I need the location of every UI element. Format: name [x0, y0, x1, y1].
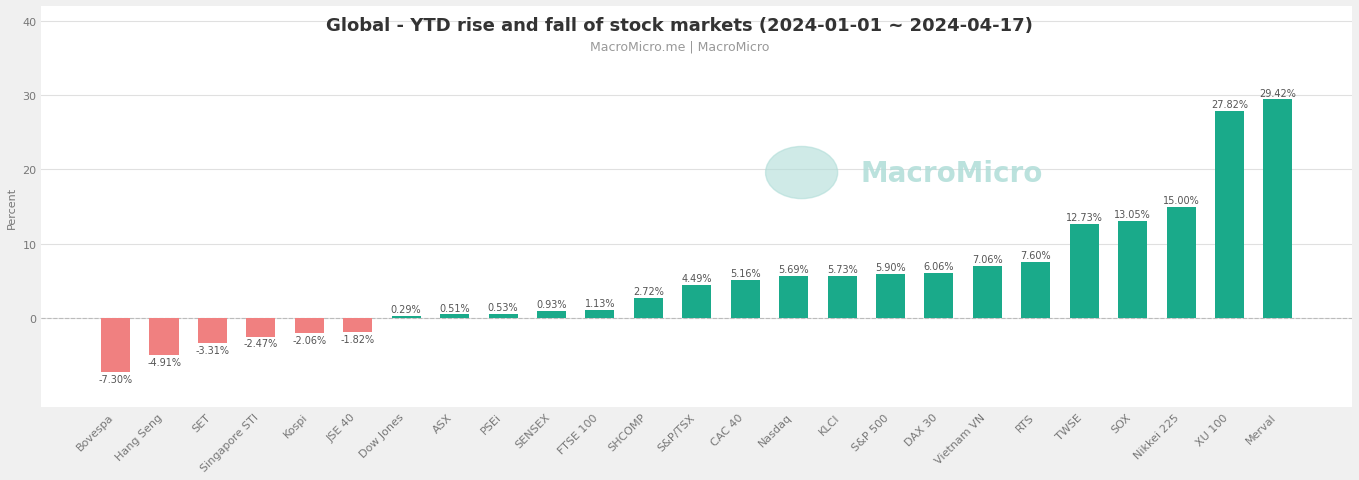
Bar	[1215, 112, 1243, 319]
Bar	[101, 319, 130, 372]
Bar	[149, 319, 178, 355]
Bar	[440, 315, 469, 319]
Bar	[682, 285, 711, 319]
Text: 5.16%: 5.16%	[730, 268, 761, 278]
Bar	[1166, 207, 1196, 319]
Bar	[1118, 222, 1147, 319]
Bar	[877, 275, 905, 319]
Text: 5.69%: 5.69%	[779, 264, 809, 275]
Bar	[488, 314, 518, 319]
Bar	[779, 276, 809, 319]
Text: 5.73%: 5.73%	[826, 264, 858, 274]
Bar	[1070, 224, 1099, 319]
Text: -1.82%: -1.82%	[341, 334, 375, 344]
Bar	[1264, 100, 1292, 319]
Text: 29.42%: 29.42%	[1260, 88, 1296, 98]
Bar	[924, 274, 954, 319]
Bar	[1021, 262, 1051, 319]
Bar	[246, 319, 276, 337]
Text: Global - YTD rise and fall of stock markets (2024-01-01 ~ 2024-04-17): Global - YTD rise and fall of stock mark…	[326, 17, 1033, 35]
Text: -2.06%: -2.06%	[292, 336, 326, 346]
Ellipse shape	[765, 147, 837, 199]
Bar	[633, 299, 663, 319]
Text: 2.72%: 2.72%	[633, 287, 663, 297]
Text: -2.47%: -2.47%	[243, 339, 279, 348]
Text: -3.31%: -3.31%	[196, 345, 230, 355]
Text: 5.90%: 5.90%	[875, 263, 906, 273]
Bar	[731, 280, 760, 319]
Text: 6.06%: 6.06%	[924, 262, 954, 272]
Text: MacroMicro.me | MacroMicro: MacroMicro.me | MacroMicro	[590, 41, 769, 54]
Bar	[828, 276, 856, 319]
Bar	[537, 312, 565, 319]
Bar	[586, 310, 614, 319]
Bar	[391, 316, 421, 319]
Bar	[344, 319, 372, 332]
Text: -4.91%: -4.91%	[147, 357, 181, 367]
Text: 0.93%: 0.93%	[537, 300, 567, 310]
Text: 13.05%: 13.05%	[1114, 210, 1151, 220]
Bar	[295, 319, 323, 334]
Text: 0.53%: 0.53%	[488, 303, 518, 312]
Text: 7.06%: 7.06%	[972, 254, 1003, 264]
Text: 1.13%: 1.13%	[584, 298, 616, 308]
Bar	[973, 266, 1002, 319]
Text: 7.60%: 7.60%	[1021, 250, 1051, 260]
Text: 27.82%: 27.82%	[1211, 100, 1248, 110]
Text: -7.30%: -7.30%	[98, 374, 133, 384]
Text: 0.51%: 0.51%	[439, 303, 470, 313]
Bar	[198, 319, 227, 343]
Text: 4.49%: 4.49%	[681, 273, 712, 283]
Text: MacroMicro: MacroMicro	[860, 159, 1042, 187]
Text: 15.00%: 15.00%	[1163, 195, 1200, 205]
Y-axis label: Percent: Percent	[7, 186, 16, 228]
Text: 0.29%: 0.29%	[391, 304, 421, 314]
Text: 12.73%: 12.73%	[1065, 212, 1102, 222]
